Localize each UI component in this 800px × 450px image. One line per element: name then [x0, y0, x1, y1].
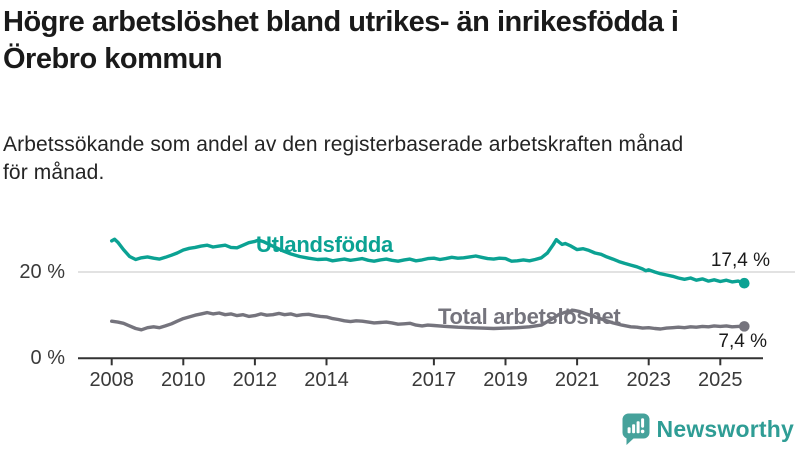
page-title-line-2: Örebro kommun	[3, 43, 223, 75]
chart-subtitle-line-2: för månad.	[3, 161, 105, 184]
brand-name: Newsworthy	[656, 416, 794, 442]
page-title-line-1: Högre arbetslöshet bland utrikes- än inr…	[3, 6, 679, 38]
page-title: Högre arbetslöshet bland utrikes- än inr…	[3, 4, 799, 78]
bar-chart-speech-bubble-icon	[622, 413, 650, 445]
newsworthy-logo: Newsworthy	[622, 413, 794, 445]
line-chart: 20 % 0 % 2008 2010 2012 2014 2017 2019 2021 202…	[0, 200, 800, 410]
chart-subtitle-line-1: Arbetssökande som andel av den registerb…	[3, 133, 684, 156]
utlandsfodda-end-dot	[738, 277, 750, 289]
line-chart-canvas	[78, 237, 795, 366]
utlandsfodda-line	[109, 237, 746, 285]
total-arbetsloshet-line	[109, 308, 746, 332]
chart-subtitle: Arbetssökande som andel av den registerb…	[3, 131, 799, 187]
total-end-dot	[738, 321, 750, 332]
